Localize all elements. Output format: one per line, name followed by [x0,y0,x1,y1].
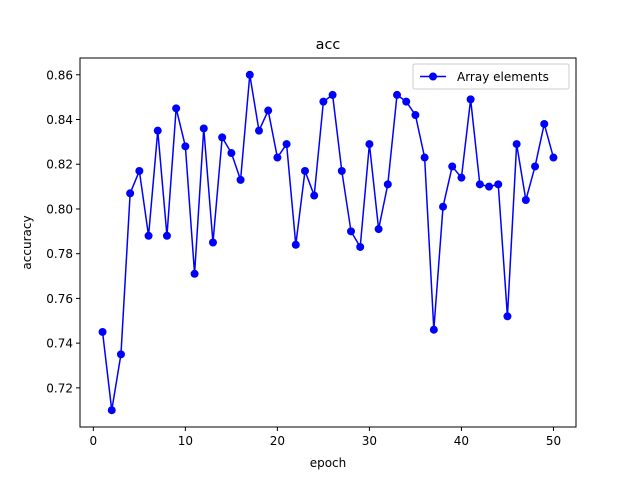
data-point [162,231,171,240]
data-point [319,97,328,106]
data-point [356,242,365,251]
chart-title: acc [316,37,341,53]
y-axis: 0.72 0.74 0.76 0.78 0.80 0.82 0.84 0.86 [46,68,80,395]
data-point [273,153,282,162]
y-tick-label: 0.80 [46,202,73,216]
x-tick-label: 10 [178,434,193,448]
data-point [521,196,530,205]
data-point [402,97,411,106]
data-point [107,406,116,415]
x-tick-label: 20 [270,434,285,448]
data-point [218,133,227,142]
data-point [208,238,217,247]
data-point [549,153,558,162]
x-axis: 0 10 20 30 40 50 [90,427,561,448]
y-tick-label: 0.84 [46,113,73,127]
plot-area [79,57,577,428]
data-point [457,173,466,182]
data-point [144,231,153,240]
legend-label: Array elements [457,70,549,84]
y-tick-label: 0.72 [46,381,73,395]
data-point [328,90,337,99]
y-tick-label: 0.78 [46,247,73,261]
data-point [531,162,540,171]
data-point [135,166,144,175]
data-point [503,312,512,321]
data-point [264,106,273,115]
series-array-elements [98,70,558,415]
y-tick-label: 0.86 [46,68,73,82]
data-point [448,162,457,171]
data-point [475,180,484,189]
data-point [236,175,245,184]
data-point [98,327,107,336]
y-tick-label: 0.76 [46,292,73,306]
data-point [494,180,503,189]
y-tick-label: 0.82 [46,158,73,172]
data-point [291,240,300,249]
data-point [181,142,190,151]
data-point [126,189,135,198]
data-point [485,182,494,191]
data-point [153,126,162,135]
x-tick-label: 50 [546,434,561,448]
data-point [466,95,475,104]
data-point [429,325,438,334]
data-point [383,180,392,189]
data-point [254,126,263,135]
data-point [172,104,181,113]
data-point [337,166,346,175]
data-point [393,90,402,99]
series-line [101,74,555,411]
data-point [310,191,319,200]
data-point [420,153,429,162]
x-axis-label: epoch [310,456,347,470]
data-point [245,70,254,79]
data-point [512,140,521,149]
y-tick-label: 0.74 [46,337,73,351]
data-point [227,149,236,158]
data-point [347,227,356,236]
x-tick-label: 40 [454,434,469,448]
x-tick-label: 30 [362,434,377,448]
data-point [199,124,208,133]
data-point [300,166,309,175]
legend: Array elements [412,63,570,90]
data-point [190,269,199,278]
x-tick-label: 0 [90,434,98,448]
data-point [439,202,448,211]
data-point [411,111,420,120]
data-point [116,350,125,359]
y-axis-label: accuracy [20,215,34,269]
data-point [282,140,291,149]
data-point [374,225,383,234]
data-point [365,140,374,149]
legend-box [412,63,570,90]
data-point [540,119,549,128]
legend-marker-swatch [429,72,437,81]
